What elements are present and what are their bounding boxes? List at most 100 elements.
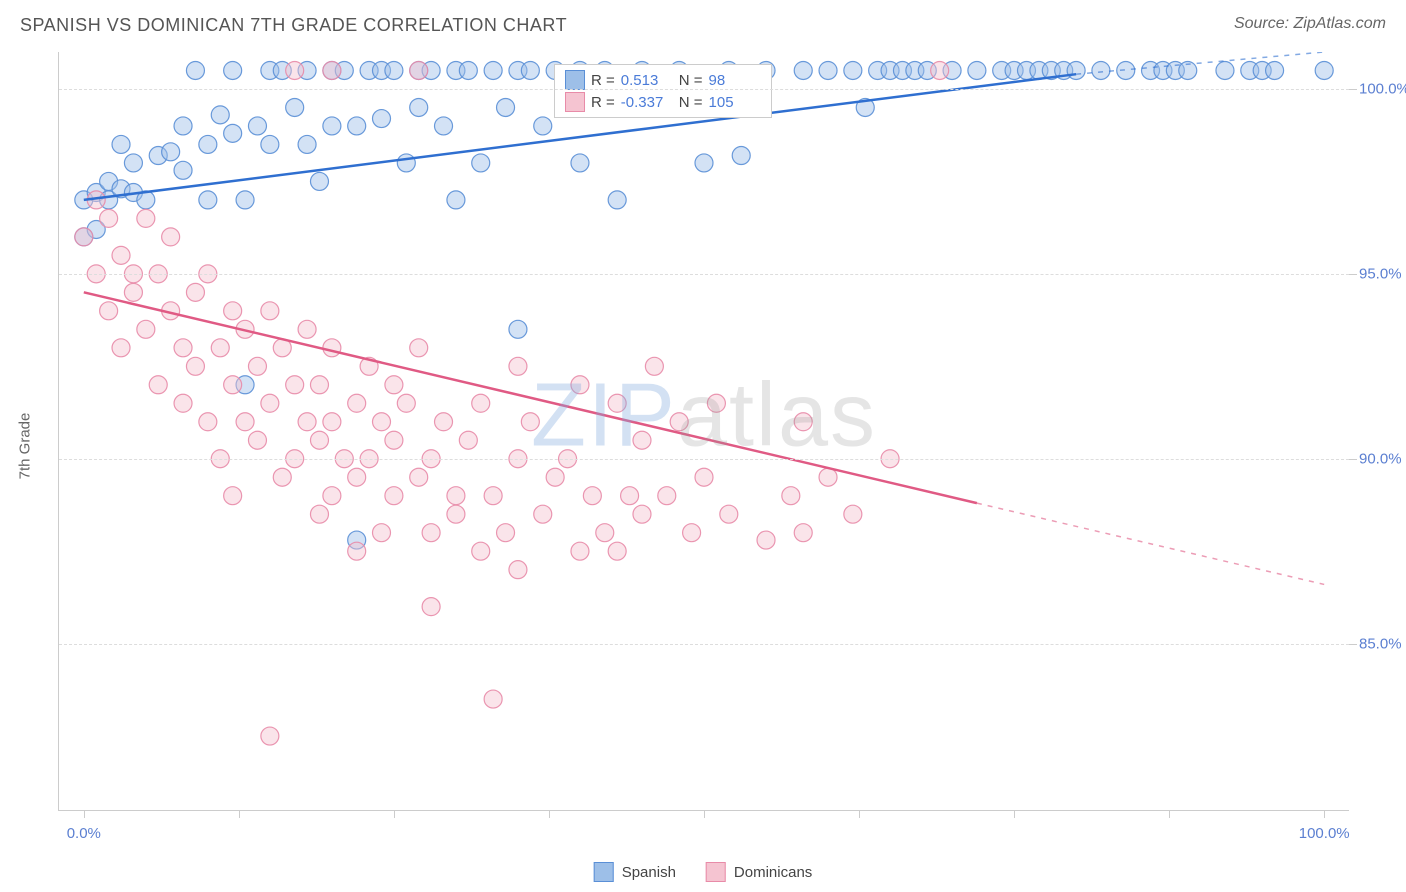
data-point <box>373 524 391 542</box>
data-point <box>435 413 453 431</box>
data-point <box>1117 61 1135 79</box>
data-point <box>149 376 167 394</box>
data-point <box>236 413 254 431</box>
r-value: 0.513 <box>621 72 673 89</box>
data-point <box>658 487 676 505</box>
data-point <box>459 431 477 449</box>
data-point <box>112 135 130 153</box>
data-point <box>534 117 552 135</box>
x-tick-label: 0.0% <box>67 825 101 842</box>
data-point <box>348 117 366 135</box>
data-point <box>385 61 403 79</box>
data-point <box>211 106 229 124</box>
chart-svg <box>59 52 1349 810</box>
y-tick-label: 90.0% <box>1359 450 1406 467</box>
data-point <box>447 191 465 209</box>
data-point <box>224 487 242 505</box>
data-point <box>112 339 130 357</box>
data-point <box>261 135 279 153</box>
legend-swatch <box>565 70 585 90</box>
legend-swatch <box>565 92 585 112</box>
y-tick-label: 95.0% <box>1359 265 1406 282</box>
data-point <box>236 191 254 209</box>
data-point <box>484 690 502 708</box>
data-point <box>323 61 341 79</box>
data-point <box>310 431 328 449</box>
data-point <box>447 505 465 523</box>
data-point <box>174 117 192 135</box>
data-point <box>286 376 304 394</box>
data-point <box>819 61 837 79</box>
data-point <box>794 413 812 431</box>
data-point <box>509 320 527 338</box>
data-point <box>571 154 589 172</box>
data-point <box>1092 61 1110 79</box>
data-point <box>410 61 428 79</box>
data-point <box>571 376 589 394</box>
data-point <box>162 143 180 161</box>
data-point <box>782 487 800 505</box>
data-point <box>248 357 266 375</box>
data-point <box>447 487 465 505</box>
plot-area: ZIPatlas R =0.513N =98R =-0.337N =105 85… <box>58 52 1349 811</box>
trend-line-extrapolated <box>977 503 1324 584</box>
data-point <box>844 61 862 79</box>
data-point <box>608 542 626 560</box>
data-point <box>410 339 428 357</box>
data-point <box>484 487 502 505</box>
data-point <box>596 524 614 542</box>
legend-swatch <box>706 862 726 882</box>
data-point <box>695 154 713 172</box>
data-point <box>323 117 341 135</box>
data-point <box>645 357 663 375</box>
data-point <box>174 339 192 357</box>
data-point <box>683 524 701 542</box>
data-point <box>1216 61 1234 79</box>
data-point <box>497 524 515 542</box>
data-point <box>261 394 279 412</box>
y-tick-label: 100.0% <box>1359 80 1406 97</box>
data-point <box>397 394 415 412</box>
data-point <box>310 172 328 190</box>
data-point <box>459 61 477 79</box>
correlation-legend: R =0.513N =98R =-0.337N =105 <box>554 64 772 118</box>
data-point <box>1315 61 1333 79</box>
data-point <box>248 431 266 449</box>
data-point <box>410 468 428 486</box>
trend-line-extrapolated <box>1076 52 1324 74</box>
data-point <box>670 413 688 431</box>
y-tick-label: 85.0% <box>1359 635 1406 652</box>
n-label: N = <box>679 94 703 111</box>
x-tick-label: 100.0% <box>1299 825 1350 842</box>
data-point <box>484 61 502 79</box>
data-point <box>162 228 180 246</box>
data-point <box>497 98 515 116</box>
data-point <box>472 394 490 412</box>
legend-label: Spanish <box>622 864 676 881</box>
data-point <box>707 394 725 412</box>
data-point <box>633 431 651 449</box>
data-point <box>100 302 118 320</box>
chart-title: SPANISH VS DOMINICAN 7TH GRADE CORRELATI… <box>20 15 567 36</box>
data-point <box>1266 61 1284 79</box>
data-point <box>310 376 328 394</box>
data-point <box>348 542 366 560</box>
data-point <box>1067 61 1085 79</box>
data-point <box>472 542 490 560</box>
y-axis-label: 7th Grade <box>17 413 34 480</box>
data-point <box>695 468 713 486</box>
data-point <box>435 117 453 135</box>
data-point <box>422 524 440 542</box>
data-point <box>757 531 775 549</box>
legend-label: Dominicans <box>734 864 812 881</box>
data-point <box>534 505 552 523</box>
data-point <box>286 61 304 79</box>
data-point <box>794 524 812 542</box>
data-point <box>583 487 601 505</box>
data-point <box>224 124 242 142</box>
data-point <box>931 61 949 79</box>
legend-item: Spanish <box>594 862 676 882</box>
data-point <box>968 61 986 79</box>
data-point <box>298 413 316 431</box>
data-point <box>174 394 192 412</box>
